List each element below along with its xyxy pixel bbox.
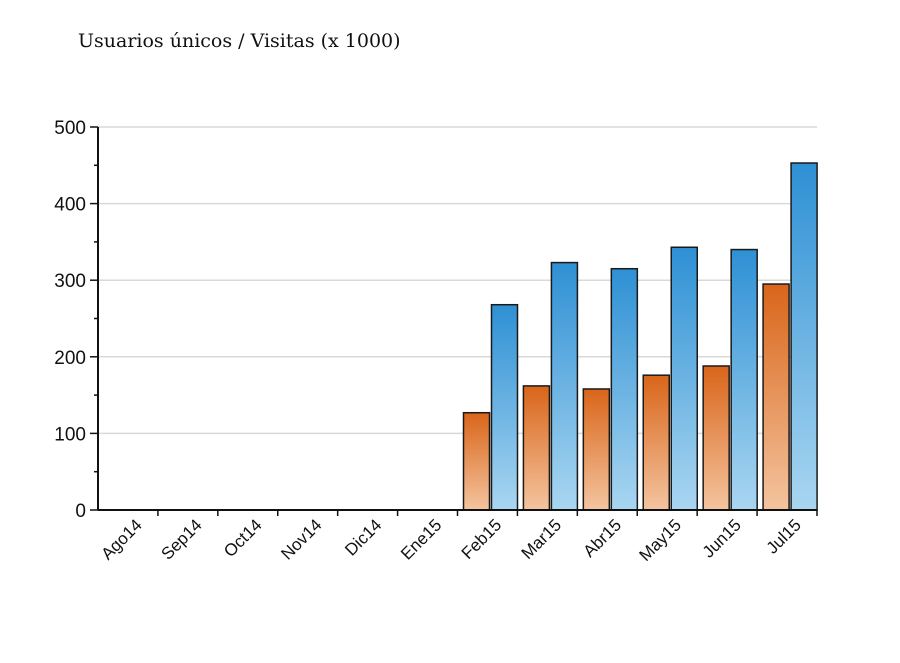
x-tick-label: Ago14 [98, 515, 146, 563]
y-tick-label: 200 [54, 348, 86, 369]
bar-blue-feb15 [490, 303, 519, 511]
axes [90, 126, 818, 516]
bar-blue-jun15 [730, 248, 758, 511]
bar-orange-feb15 [462, 411, 491, 511]
bar-blue-jul15 [790, 162, 818, 511]
y-tick-label: 0 [75, 501, 86, 522]
bar-blue-may15 [670, 246, 698, 511]
x-tick-label: Mar15 [518, 515, 566, 563]
x-tick-label: Sep14 [157, 515, 205, 563]
bar-blue-abr15 [610, 267, 639, 511]
x-tick-label: Oct14 [220, 515, 266, 561]
x-tick-label: Jul15 [763, 515, 805, 557]
x-tick-label: May15 [635, 515, 685, 565]
x-tick-label: Jun15 [699, 515, 745, 561]
x-tick-label: Abr15 [580, 515, 626, 561]
x-tick-label: Feb15 [458, 515, 506, 563]
bar-orange-jun15 [702, 365, 730, 511]
y-tick-label: 400 [54, 195, 86, 216]
bar-blue-mar15 [550, 261, 579, 511]
y-tick-label: 100 [54, 424, 86, 445]
x-tick-label: Dic14 [341, 515, 385, 559]
bar-orange-abr15 [582, 388, 611, 511]
x-tick-label: Nov14 [277, 515, 325, 563]
chart-title: Usuarios únicos / Visitas (x 1000) [78, 30, 401, 52]
bar-orange-may15 [642, 374, 670, 511]
bars [462, 162, 818, 511]
bar-orange-mar15 [522, 385, 551, 511]
bar-orange-jul15 [762, 283, 790, 511]
y-tick-label: 500 [54, 118, 86, 139]
y-tick-label: 300 [54, 271, 86, 292]
x-tick-label: Ene15 [397, 515, 445, 563]
